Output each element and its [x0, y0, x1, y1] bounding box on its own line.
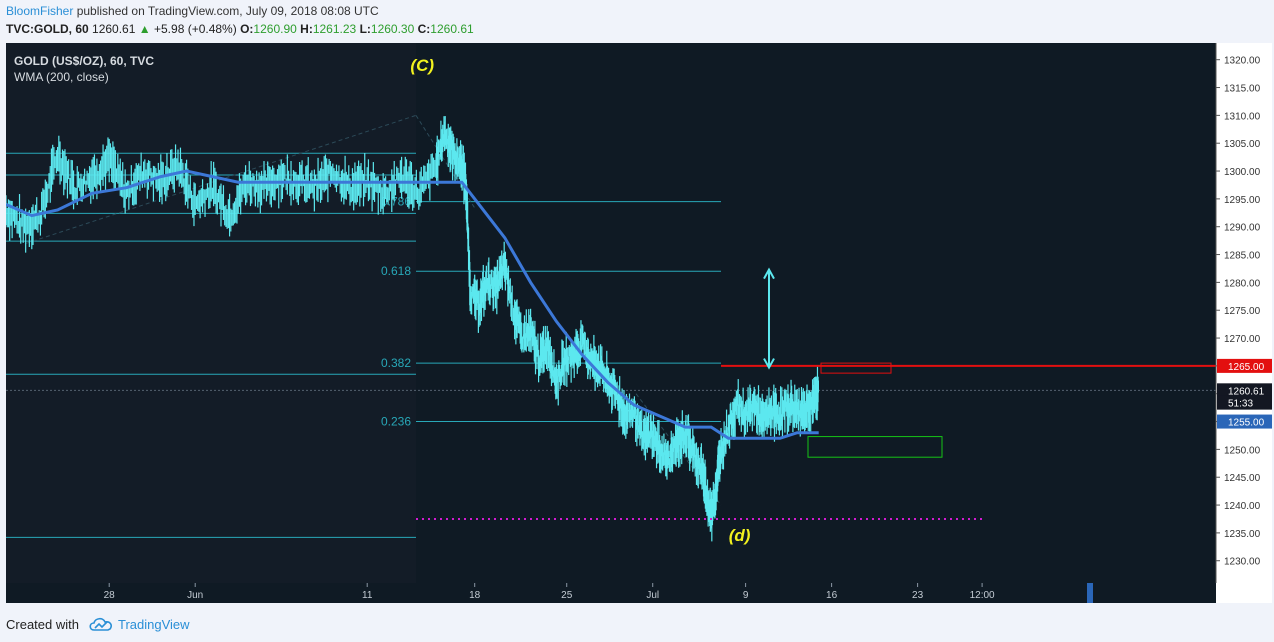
time-tick-label: Jun: [187, 590, 203, 601]
price-tick-label: 1305.00: [1224, 139, 1261, 150]
time-axis-marker: [1087, 583, 1093, 603]
price-label-text: 1255.00: [1228, 418, 1265, 429]
time-tick-label: 16: [826, 590, 838, 601]
price-tick-label: 1280.00: [1224, 278, 1261, 289]
indicator-label: WMA (200, close): [14, 70, 109, 84]
footer: Created with TradingView: [0, 606, 1274, 642]
open-label: O:: [240, 22, 254, 36]
time-tick-label: 28: [104, 590, 116, 601]
green-target-box: [807, 436, 943, 458]
price-tick-label: 1275.00: [1224, 306, 1261, 317]
time-tick-label: 9: [743, 590, 749, 601]
price-tick-label: 1240.00: [1224, 501, 1261, 512]
price-tick-label: 1300.00: [1224, 167, 1261, 178]
tradingview-logo-icon: [89, 617, 112, 631]
close-value: 1260.61: [430, 22, 474, 36]
publication-line: BloomFisher published on TradingView.com…: [6, 4, 379, 18]
price-tick-label: 1245.00: [1224, 473, 1261, 484]
symbol-line: TVC:GOLD, 60 1260.61 ▲ +5.98 (+0.48%) O:…: [6, 22, 474, 36]
created-with-text: Created with: [6, 617, 79, 632]
price-tick-label: 1295.00: [1224, 195, 1261, 206]
time-tick-label: 12:00: [970, 590, 995, 601]
price-axis-background: [1216, 43, 1272, 603]
price-tick-label: 1230.00: [1224, 557, 1261, 568]
arrow-head-up: [763, 267, 775, 280]
price-tick-label: 1310.00: [1224, 111, 1261, 122]
tradingview-link[interactable]: TradingView: [118, 617, 190, 632]
price-label-box: [1217, 414, 1272, 429]
published-text: published on TradingView.com, July 09, 2…: [73, 4, 379, 18]
open-value: 1260.90: [253, 22, 297, 36]
wma-line: [5, 169, 819, 440]
time-tick-label: 25: [561, 590, 573, 601]
close-label: C:: [417, 22, 431, 36]
price-label-box: [1217, 358, 1272, 373]
price-tick-label: 1250.00: [1224, 445, 1261, 456]
price-label-box: [1217, 383, 1272, 398]
price-tick-label: 1270.00: [1224, 334, 1261, 345]
price-label-text: 1260.61: [1228, 386, 1265, 397]
low-label: L:: [359, 22, 371, 36]
price-tick-label: 1235.00: [1224, 529, 1261, 540]
time-axis-background: [6, 583, 1216, 603]
red-target-box: [820, 362, 892, 374]
fib-level-label: 0.236: [381, 415, 411, 429]
chart-area[interactable]: 0.786 0.618 0.382 0.236 (C) (d) GOLD (US$/OZ),…: [5, 43, 1272, 603]
chart-title: GOLD (US$/OZ), 60, TVC: [14, 54, 154, 68]
price-change: +5.98 (+0.48%): [154, 22, 237, 36]
wave-label: (d): [729, 526, 751, 545]
time-tick-label: Jul: [646, 590, 659, 601]
price-label-text: 51:33: [1228, 399, 1253, 410]
time-tick-label: 18: [469, 590, 481, 601]
last-price: 1260.61: [92, 22, 136, 36]
high-value: 1261.23: [312, 22, 357, 36]
symbol-label: TVC:GOLD, 60: [6, 22, 89, 36]
price-label-box: [1217, 395, 1272, 410]
price-tick-label: 1285.00: [1224, 251, 1261, 262]
low-value: 1260.30: [370, 22, 415, 36]
history-shade: [6, 43, 416, 583]
author-link[interactable]: BloomFisher: [6, 4, 74, 18]
high-label: H:: [300, 22, 313, 36]
price-tick-label: 1290.00: [1224, 223, 1261, 234]
price-tick-label: 1320.00: [1224, 56, 1261, 67]
fib-level-label: 0.618: [381, 264, 411, 278]
arrow-head-down: [763, 358, 775, 370]
price-label-text: 1265.00: [1228, 362, 1265, 373]
time-tick-label: 11: [362, 590, 373, 601]
up-arrow-icon: ▲: [138, 22, 151, 36]
time-tick-label: 23: [912, 590, 924, 601]
wave-label: (C): [410, 56, 434, 75]
price-tick-label: 1315.00: [1224, 84, 1261, 95]
publication-header: BloomFisher published on TradingView.com…: [0, 0, 1274, 42]
fib-level-label: 0.382: [381, 356, 411, 370]
